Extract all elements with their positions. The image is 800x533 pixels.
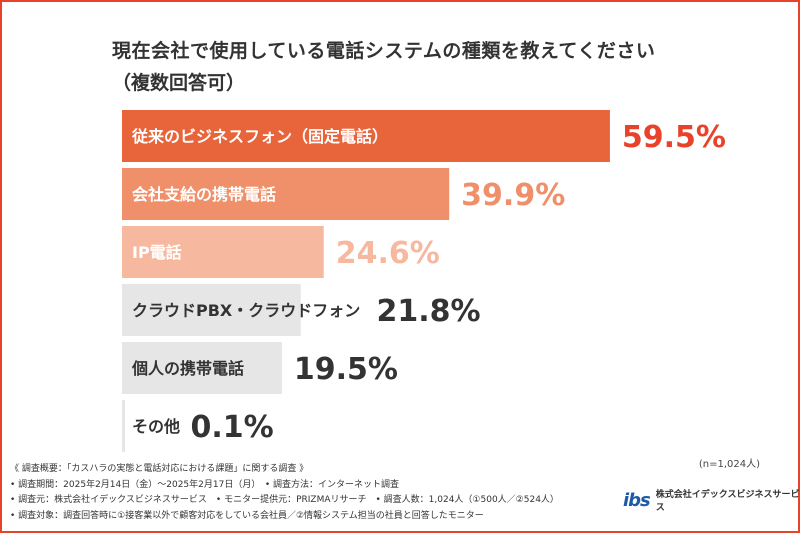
chart-title: 現在会社で使用している電話システムの種類を教えてください bbox=[112, 40, 656, 62]
category-label-1: 会社支給の携帯電話 bbox=[132, 185, 276, 204]
chart-subtitle: （複数回答可） bbox=[112, 72, 246, 94]
bar-3 bbox=[122, 284, 301, 336]
value-label-0: 59.5% bbox=[622, 120, 726, 155]
logo-company-name: 株式会社イデックスビジネスサービス bbox=[655, 490, 800, 513]
value-label-5: 0.1% bbox=[191, 410, 274, 445]
footer-line-target: • 調査対象：調査回答時に①接客業以外で顧客対応をしている会社員／②情報システム… bbox=[10, 510, 484, 521]
value-label-2: 24.6% bbox=[336, 236, 440, 271]
company-logo: ibs 株式会社イデックスビジネスサービス bbox=[623, 487, 800, 514]
bar-2 bbox=[122, 226, 324, 278]
category-label-4: 個人の携帯電話 bbox=[131, 359, 244, 378]
bar-4 bbox=[122, 342, 282, 394]
value-label-3: 21.8% bbox=[377, 294, 481, 329]
bar-chart: 従来のビジネスフォン（固定電話） 59.5% 会社支給の携帯電話 39.9% IP電話 2… bbox=[122, 110, 726, 452]
footer-line-overview: 《 調査概要：「カスハラの実態と電話対応における課題」に関する調査 》 bbox=[10, 464, 309, 474]
bar-1 bbox=[122, 168, 450, 220]
bar-5 bbox=[122, 400, 125, 452]
survey-footer: 《 調査概要：「カスハラの実態と電話対応における課題」に関する調査 》 • 調査… bbox=[10, 462, 559, 524]
bar-0 bbox=[122, 110, 610, 162]
sample-size-note: (n=1,024人) bbox=[698, 459, 760, 470]
category-label-2: IP電話 bbox=[132, 243, 182, 262]
value-label-1: 39.9% bbox=[461, 178, 565, 213]
value-label-4: 19.5% bbox=[294, 352, 398, 387]
category-label-5: その他 bbox=[132, 417, 180, 436]
footer-line-period: • 調査期間：2025年2月14日（金）〜2025年2月17日（月） • 調査方… bbox=[10, 479, 400, 490]
footer-line-source: • 調査元：株式会社イデックスビジネスサービス • モニター提供元：PRIZMA… bbox=[10, 495, 559, 505]
logo-mark: ibs bbox=[623, 489, 651, 511]
category-label-0: 従来のビジネスフォン（固定電話） bbox=[131, 127, 388, 146]
category-label-3: クラウドPBX・クラウドフォン bbox=[132, 301, 360, 320]
